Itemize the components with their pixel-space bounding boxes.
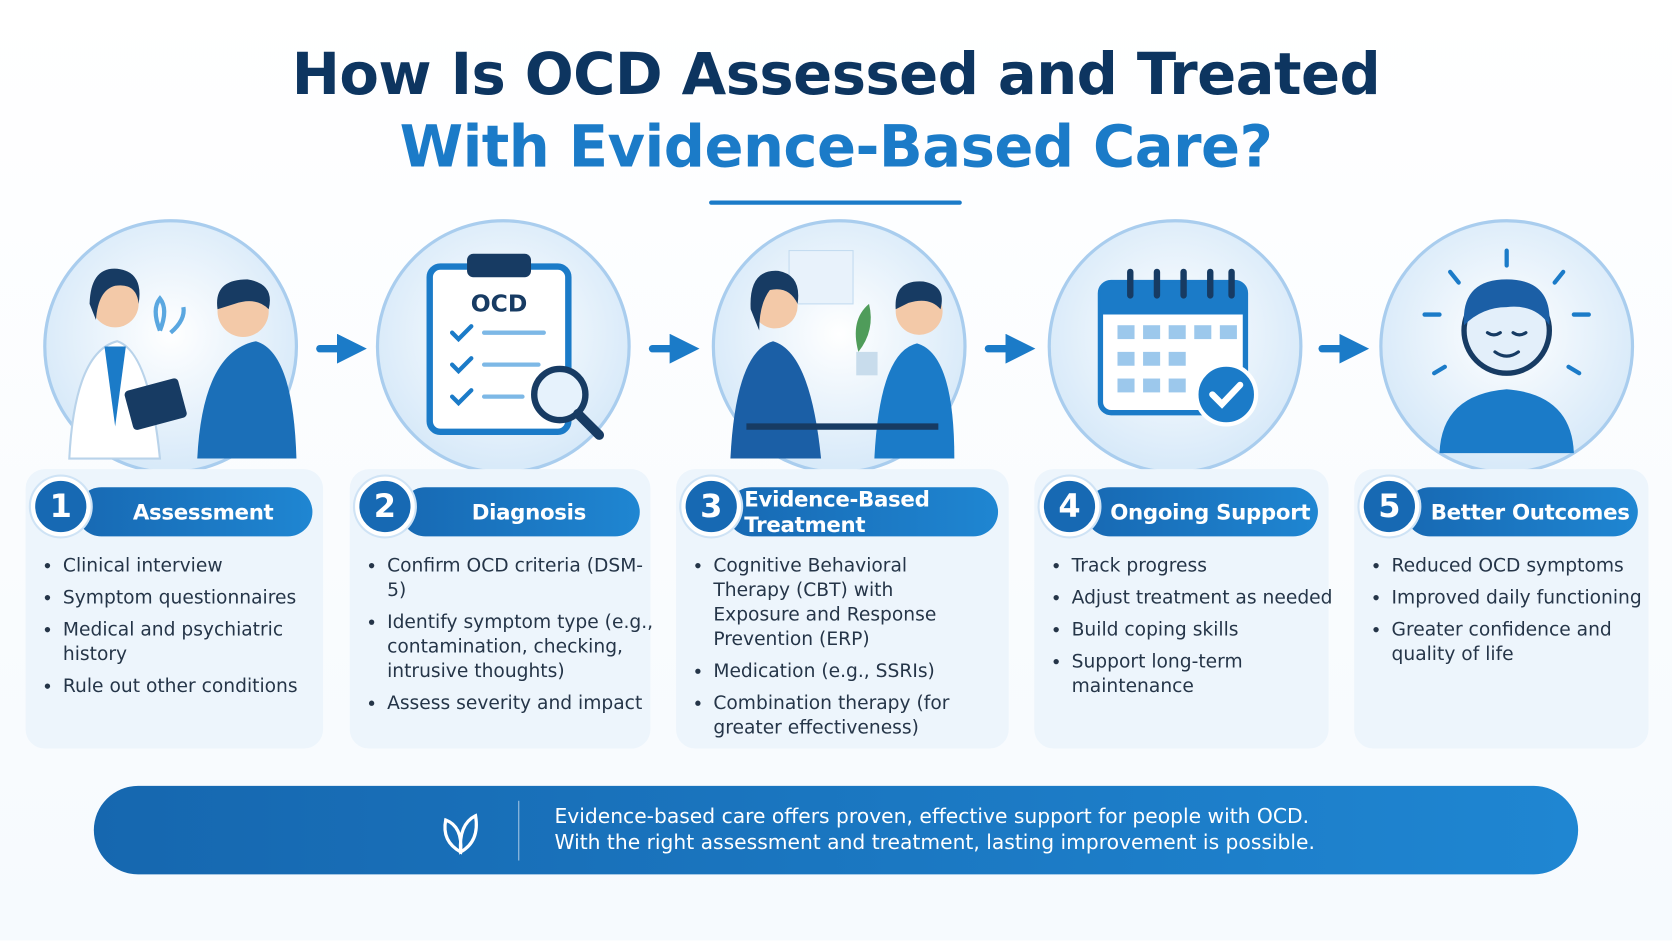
bullet: Rule out other conditions [63,675,314,700]
bullet: Improved daily functioning [1392,586,1643,611]
bullet: Adjust treatment as needed [1072,586,1333,611]
outcomes-icon [1422,248,1591,454]
bullet: Confirm OCD criteria (DSM-5) [387,554,654,603]
divider [518,800,520,861]
clipboard-text: OCD [471,289,528,317]
illustrations: OCD [43,219,1635,474]
bullet-list: Confirm OCD criteria (DSM-5) Identify sym… [368,554,654,724]
bullet: Cognitive Behavioral Therapy (CBT) with … [713,554,980,652]
step-number: 4 [1039,476,1100,537]
bullet: Track progress [1072,554,1333,579]
step-label: Assessment [76,487,313,537]
title: How Is OCD Assessed and Treated [291,40,1381,108]
bullet: Combination therapy (for greater effecti… [713,692,980,741]
support-icon [1097,268,1259,427]
bullet-list: Track progress Adjust treatment as needed… [1052,554,1333,706]
bullet: Identify symptom type (e.g., contaminati… [387,611,654,685]
bullet: Reduced OCD symptoms [1392,554,1643,579]
footer-text: Evidence-based care offers proven, effec… [554,805,1310,829]
bullet: Medical and psychiatric history [63,618,314,667]
subtitle: With Evidence-Based Care? [399,113,1273,181]
assessment-icon [68,268,297,460]
step-number: 5 [1359,476,1420,537]
bullet: Build coping skills [1072,618,1333,643]
footer-text: With the right assessment and treatment,… [554,830,1315,855]
step-number: 2 [355,476,415,537]
diagnosis-icon: OCD [426,253,605,440]
title-rule [709,200,962,205]
treatment-icon [730,250,955,459]
step-number: 1 [30,476,91,537]
bullet: Assess severity and impact [387,692,654,717]
step-label: Better Outcomes [1405,487,1638,537]
step-label: Diagnosis [400,487,640,537]
bullet: Medication (e.g., SSRIs) [713,660,980,685]
bullet: Support long-term maintenance [1072,650,1333,699]
step-label: Ongoing Support [1085,487,1318,537]
bullet: Greater confidence and quality of life [1392,618,1643,667]
step-number: 3 [681,476,742,537]
bullet-list: Reduced OCD symptoms Improved daily funct… [1372,554,1642,674]
bullet-list: Cognitive Behavioral Therapy (CBT) with … [694,554,980,748]
bullet-list: Clinical interview Symptom questionnaires… [44,554,314,706]
bullet: Symptom questionnaires [63,586,314,611]
leaf-icon [443,813,478,855]
footer-banner: Evidence-based care offers proven, effec… [93,785,1579,875]
step-label: Evidence-Based Treatment [727,486,999,537]
bullet: Clinical interview [63,554,314,579]
